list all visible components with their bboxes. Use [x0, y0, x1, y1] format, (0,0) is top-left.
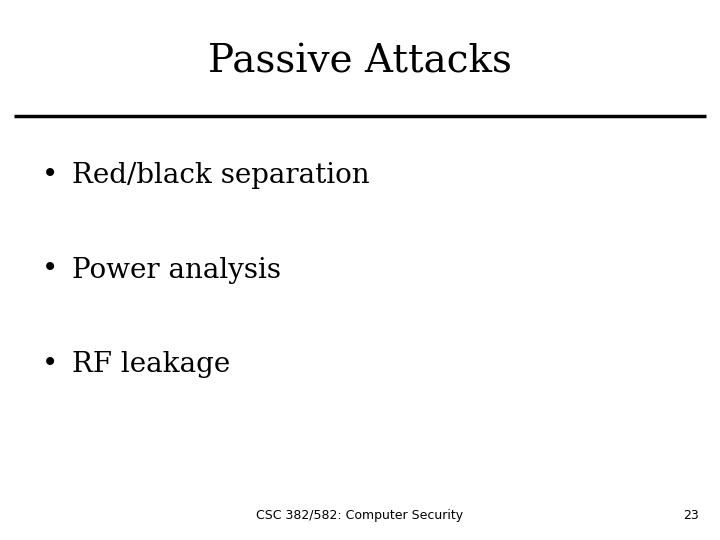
Text: •: •	[42, 162, 58, 189]
Text: Passive Attacks: Passive Attacks	[208, 44, 512, 80]
Text: •: •	[42, 256, 58, 284]
Text: 23: 23	[683, 509, 698, 522]
Text: Red/black separation: Red/black separation	[72, 162, 369, 189]
Text: CSC 382/582: Computer Security: CSC 382/582: Computer Security	[256, 509, 464, 522]
Text: Power analysis: Power analysis	[72, 256, 281, 284]
Text: RF leakage: RF leakage	[72, 351, 230, 378]
Text: •: •	[42, 351, 58, 378]
